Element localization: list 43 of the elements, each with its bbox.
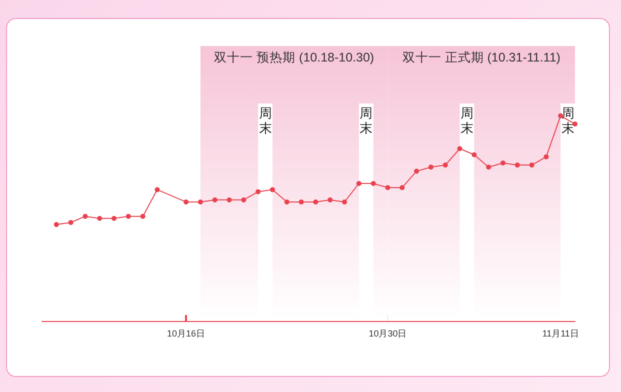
point <box>313 199 318 204</box>
band-label: 周末 <box>460 105 474 136</box>
point <box>385 185 390 190</box>
point <box>342 199 348 204</box>
point <box>184 199 189 204</box>
point <box>298 199 304 204</box>
point <box>514 162 520 168</box>
band-label: 双十一 预热期 (10.18-10.30) <box>214 50 374 64</box>
point <box>198 199 203 204</box>
point <box>472 152 477 158</box>
point <box>486 164 492 170</box>
band-label: 双十一 正式期 (10.31-11.11) <box>402 50 560 64</box>
point <box>529 162 534 168</box>
point <box>241 197 246 202</box>
point <box>112 216 117 221</box>
point <box>140 214 146 219</box>
point <box>212 197 218 202</box>
point <box>54 222 59 228</box>
point <box>544 154 549 160</box>
x-tick-label: 10月30日 <box>368 328 407 338</box>
x-tick-label: 11月11日 <box>542 328 579 338</box>
point <box>68 220 74 225</box>
point <box>356 181 362 186</box>
point <box>154 187 160 192</box>
x-tick-label: 10月16日 <box>167 328 206 338</box>
point <box>370 181 376 186</box>
point <box>284 199 290 204</box>
point <box>82 214 88 219</box>
band-label: 周末 <box>360 105 373 136</box>
point <box>126 214 131 219</box>
point <box>328 197 333 202</box>
point <box>97 216 102 221</box>
point <box>442 162 448 168</box>
point <box>270 187 275 192</box>
point <box>457 146 462 152</box>
point <box>226 197 232 202</box>
point <box>256 189 261 194</box>
point <box>428 164 434 170</box>
band-label: 周末 <box>258 105 272 136</box>
point <box>400 185 405 190</box>
point <box>500 160 506 166</box>
point <box>414 168 420 174</box>
band-label: 周末 <box>561 105 574 136</box>
